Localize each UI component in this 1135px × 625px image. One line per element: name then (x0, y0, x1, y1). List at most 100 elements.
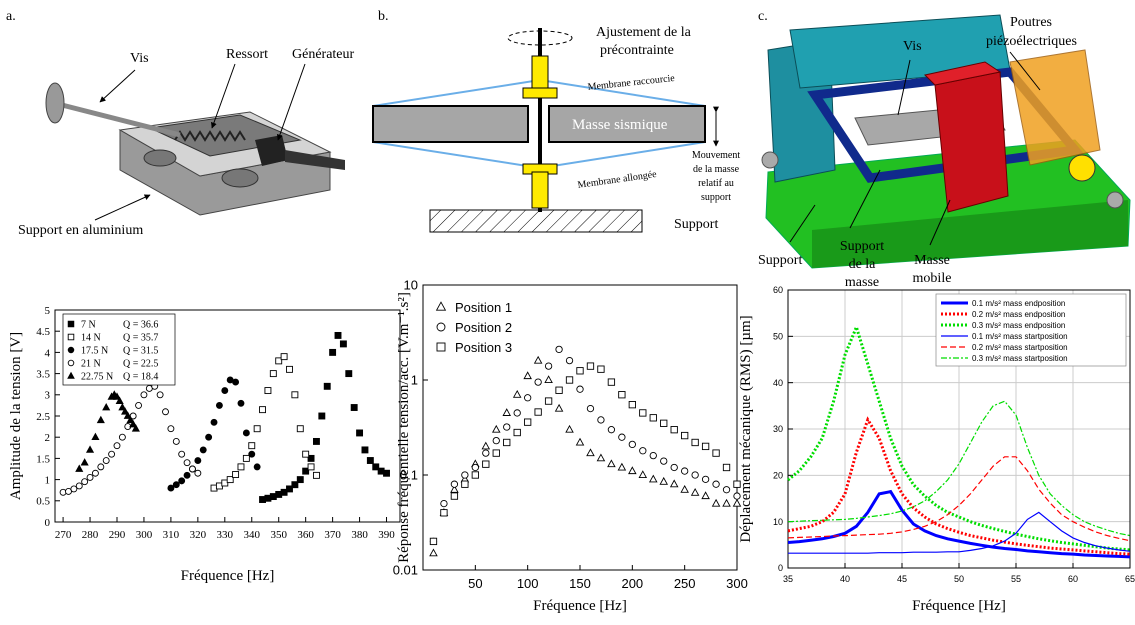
marker (210, 418, 218, 426)
marker (471, 471, 479, 479)
marker (96, 415, 105, 424)
x-tick-label: 35 (783, 574, 793, 584)
marker (712, 449, 720, 457)
diagram-label: Support (840, 239, 884, 254)
marker (565, 356, 574, 365)
marker (533, 355, 543, 364)
marker (660, 419, 668, 427)
marker (440, 509, 448, 517)
x-tick-label: 320 (190, 529, 207, 541)
marker (339, 340, 347, 348)
diagram-label: Vis (130, 51, 149, 66)
diagram-c: Vis Poutres piézoélectriques Support Sup… (758, 14, 1131, 290)
x-axis-label: Fréquence [Hz] (912, 598, 1006, 614)
marker (436, 342, 446, 352)
line (787, 456, 1131, 542)
diagram-label: Poutres (1010, 15, 1052, 30)
y-axis-label: Amplitude de la tension [V] (8, 332, 24, 500)
marker (534, 408, 542, 416)
diagram-label: relatif au (698, 178, 734, 189)
marker (491, 424, 501, 433)
x-tick-label: 300 (136, 529, 153, 541)
marker (450, 484, 459, 493)
marker (97, 463, 105, 471)
panel-label: a. (6, 9, 16, 24)
y-tick-label: 20 (773, 470, 783, 480)
marker (681, 467, 689, 475)
screw-rod (57, 101, 181, 138)
legend-q: Q = 31.5 (123, 346, 158, 357)
x-tick-label: 290 (109, 529, 126, 541)
marker (681, 431, 689, 440)
marker (429, 537, 438, 546)
legend-label: 0.2 m/s² mass endposition (972, 310, 1065, 319)
marker (253, 425, 261, 433)
diagram-label: masse (845, 275, 879, 290)
marker (733, 492, 741, 500)
marker (280, 353, 288, 361)
line (787, 416, 1131, 556)
marker (253, 463, 261, 471)
marker (237, 399, 245, 407)
diagram-label: Support en aluminium (18, 223, 143, 238)
marker (628, 440, 636, 449)
marker (649, 451, 657, 460)
marker (513, 409, 521, 417)
legend-label: 22.75 N (81, 372, 113, 383)
line (787, 489, 1131, 559)
marker (296, 425, 304, 433)
y-tick-label: 1.5 (36, 453, 50, 465)
marker (435, 301, 447, 311)
y-tick-label: 1 (411, 373, 418, 388)
marker (701, 491, 710, 500)
y-tick-label: 60 (773, 285, 783, 295)
marker (291, 481, 299, 489)
y-tick-label: 1 (45, 474, 51, 486)
x-axis-label: Fréquence [Hz] (181, 568, 275, 584)
marker (183, 459, 191, 467)
marker (544, 397, 553, 405)
x-tick-label: 390 (378, 529, 395, 541)
marker (242, 429, 250, 437)
marker (618, 391, 626, 399)
marker (722, 498, 731, 507)
marker (732, 498, 742, 507)
x-tick-label: 65 (1125, 574, 1135, 584)
marker (461, 471, 469, 479)
marker (123, 411, 132, 419)
marker (232, 471, 240, 478)
diagram-label: Vis (903, 39, 922, 54)
legend-q: Q = 22.5 (123, 359, 158, 370)
marker (366, 457, 374, 464)
marker (482, 449, 490, 457)
x-tick-label: 300 (726, 576, 748, 591)
y-tick-label: 10 (773, 517, 783, 527)
marker (617, 462, 627, 471)
y-tick-label: 4 (45, 347, 51, 359)
mobile-mass (934, 71, 1009, 213)
marker (183, 471, 191, 479)
marker (121, 407, 130, 415)
marker (565, 376, 574, 384)
marker (80, 458, 89, 466)
panel-label: c. (758, 9, 768, 24)
marker (733, 480, 741, 488)
marker (701, 442, 710, 451)
mass (548, 105, 706, 143)
diagram-label: Support (674, 217, 718, 232)
x-tick-label: 360 (297, 529, 314, 541)
marker (544, 375, 553, 384)
diagram-label: Générateur (292, 47, 355, 62)
x-tick-label: 310 (163, 529, 180, 541)
marker (86, 474, 94, 481)
marker (67, 333, 75, 341)
marker (586, 362, 595, 370)
marker (471, 463, 479, 472)
legend-label: 7 N (81, 320, 96, 331)
diagram-label: Mouvement (692, 150, 741, 161)
legend-label: 17.5 N (81, 346, 108, 357)
y-tick-label: 10 (404, 278, 418, 293)
y-tick-label: 0 (45, 517, 51, 529)
marker (248, 442, 256, 450)
marker (638, 470, 648, 479)
